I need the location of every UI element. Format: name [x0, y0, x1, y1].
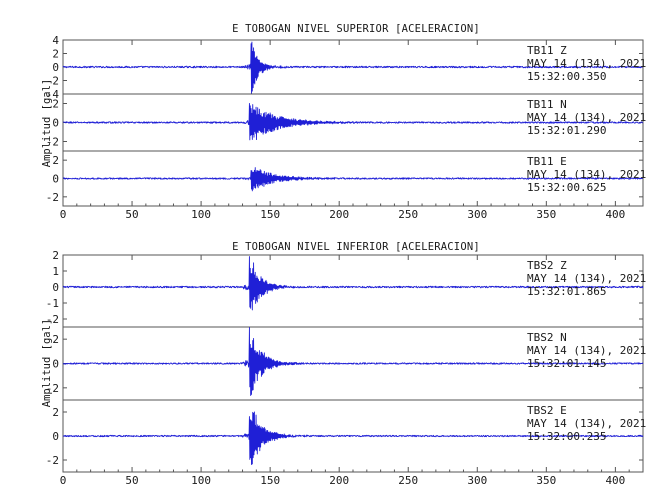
- x-tick-label: 100: [191, 208, 211, 221]
- waveform-tb11-z: [62, 41, 644, 94]
- record-date: MAY 14 (134), 2021: [527, 272, 646, 285]
- y-tick-label: -2: [46, 75, 59, 88]
- record-date: MAY 14 (134), 2021: [527, 111, 646, 124]
- y-tick-label: 2: [52, 406, 59, 419]
- y-tick-label: 0: [52, 117, 59, 130]
- x-tick-label: 200: [329, 474, 349, 487]
- y-axis-label-lower: Amplitud [gal]: [41, 319, 53, 408]
- x-tick-label: 400: [605, 208, 625, 221]
- x-tick-label: 50: [125, 474, 138, 487]
- chart-upper: E TOBOGAN NIVEL SUPERIOR [ACELERACION] A…: [41, 23, 646, 221]
- y-tick-label: 0: [52, 61, 59, 74]
- record-time: 15:32:01.145: [527, 357, 606, 370]
- record-time: 15:32:01.290: [527, 124, 606, 137]
- x-tick-label: 250: [398, 208, 418, 221]
- y-tick-label: -2: [46, 313, 59, 326]
- x-tick-label: 350: [536, 474, 556, 487]
- x-tick-label: 150: [260, 474, 280, 487]
- record-time: 15:32:00.625: [527, 181, 606, 194]
- y-axis-label-upper: Amplitud [gal]: [41, 79, 53, 168]
- waveform-tbs2-e: [62, 411, 644, 465]
- y-tick-label: -4: [46, 88, 60, 101]
- x-tick-label: 50: [125, 208, 138, 221]
- y-tick-label: 0: [52, 358, 59, 371]
- y-tick-label: 0: [52, 281, 59, 294]
- channel-label: TB11 E: [527, 155, 567, 168]
- waveform-tbs2-n: [62, 327, 644, 396]
- x-tick-label: 200: [329, 208, 349, 221]
- y-tick-label: -2: [46, 191, 59, 204]
- chart-lower: E TOBOGAN NIVEL INFERIOR [ACELERACION] A…: [41, 241, 646, 487]
- channel-label: TBS2 E: [527, 404, 567, 417]
- y-tick-label: -2: [46, 382, 59, 395]
- y-tick-label: 0: [52, 430, 59, 443]
- y-tick-label: -2: [46, 454, 59, 467]
- waveform-tb11-e: [62, 167, 644, 192]
- x-tick-label: 0: [60, 474, 67, 487]
- y-tick-label: 1: [52, 265, 59, 278]
- x-tick-label: 400: [605, 474, 625, 487]
- channel-label: TBS2 Z: [527, 259, 567, 272]
- y-tick-label: 2: [52, 333, 59, 346]
- x-tick-label: 250: [398, 474, 418, 487]
- chart-title-upper: E TOBOGAN NIVEL SUPERIOR [ACELERACION]: [232, 23, 480, 35]
- record-time: 15:32:00.235: [527, 430, 606, 443]
- x-tick-label: 350: [536, 208, 556, 221]
- channel-label: TB11 N: [527, 98, 567, 111]
- x-axis-lower: 0 50 100 150 200 250 300 350 400: [60, 255, 644, 487]
- y-tick-label: 2: [52, 48, 59, 61]
- waveform-tbs2-z: [62, 256, 644, 311]
- x-tick-label: 100: [191, 474, 211, 487]
- y-tick-label: 2: [52, 98, 59, 111]
- waveform-tb11-n: [62, 103, 644, 141]
- x-tick-label: 150: [260, 208, 280, 221]
- y-tick-label: 2: [52, 249, 59, 262]
- x-tick-label: 300: [467, 474, 487, 487]
- y-tick-label: 0: [52, 173, 59, 186]
- record-date: MAY 14 (134), 2021: [527, 57, 646, 70]
- record-date: MAY 14 (134), 2021: [527, 417, 646, 430]
- record-time: 15:32:00.350: [527, 70, 606, 83]
- x-tick-label: 300: [467, 208, 487, 221]
- channel-label: TB11 Z: [527, 44, 567, 57]
- y-tick-label: -2: [46, 136, 59, 149]
- y-tick-label: 4: [52, 34, 59, 47]
- x-tick-label: 0: [60, 208, 67, 221]
- record-date: MAY 14 (134), 2021: [527, 168, 646, 181]
- record-time: 15:32:01.865: [527, 285, 606, 298]
- record-date: MAY 14 (134), 2021: [527, 344, 646, 357]
- channel-label: TBS2 N: [527, 331, 567, 344]
- y-tick-label: -1: [46, 297, 59, 310]
- y-tick-label: 2: [52, 154, 59, 167]
- chart-title-lower: E TOBOGAN NIVEL INFERIOR [ACELERACION]: [232, 241, 480, 253]
- x-axis-upper: 0 50 100 150 200 250 300 350 400: [60, 40, 644, 221]
